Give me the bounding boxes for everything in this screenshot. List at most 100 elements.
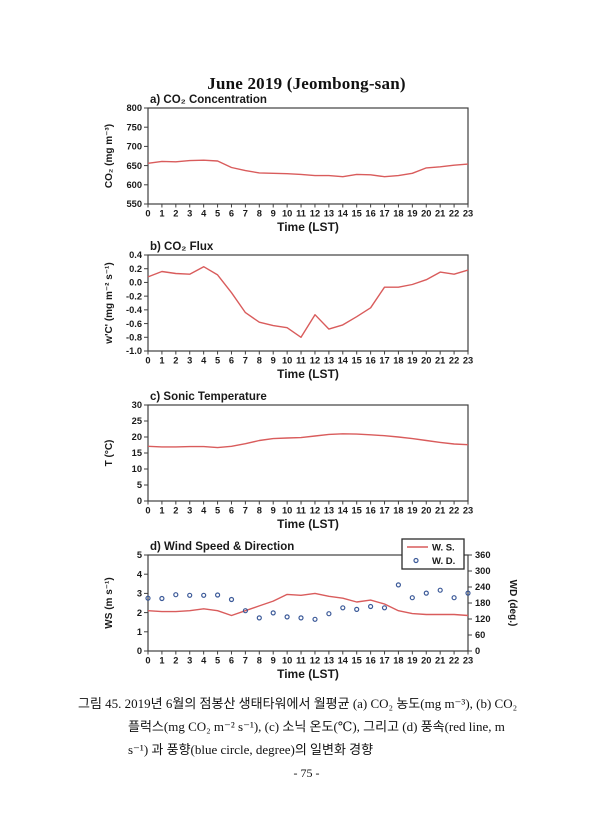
y-tick-label: -0.2 [126, 291, 142, 301]
x-tick-label: 1 [159, 506, 164, 516]
x-tick-label: 22 [449, 506, 459, 516]
y-tick-label: -0.8 [126, 332, 142, 342]
x-tick-label: 16 [365, 656, 375, 666]
caption-line: 플럭스(mg CO₂ m⁻² s⁻¹), (c) 소닉 온도(℃), 그리고 (… [128, 719, 505, 734]
x-tick-label: 7 [243, 656, 248, 666]
y-axis-label: WS (m s⁻¹) [104, 577, 115, 628]
x-tick-label: 2 [173, 656, 178, 666]
x-tick-label: 12 [310, 209, 320, 219]
x-tick-label: 19 [407, 209, 417, 219]
x-tick-label: 9 [271, 506, 276, 516]
figure-caption: 그림 45. 2019년 6월의 점봉산 생태타워에서 월평균 (a) CO₂ … [78, 692, 544, 761]
x-tick-label: 17 [379, 656, 389, 666]
x-tick-label: 19 [407, 356, 417, 366]
x-tick-label: 6 [229, 506, 234, 516]
right-y-tick-label: 180 [475, 598, 491, 608]
x-tick-label: 23 [463, 356, 473, 366]
right-y-axis-label: WD (deg.) [507, 580, 518, 627]
scatter-marker [312, 616, 318, 622]
x-tick-label: 22 [449, 356, 459, 366]
scatter-marker [284, 614, 290, 620]
x-tick-label: 0 [145, 506, 150, 516]
x-tick-label: 13 [324, 209, 334, 219]
x-tick-label: 3 [187, 356, 192, 366]
x-tick-label: 11 [296, 656, 306, 666]
x-tick-label: 22 [449, 209, 459, 219]
scatter-marker [256, 615, 262, 621]
y-tick-label: 10 [132, 464, 142, 474]
chart-label: b) CO₂ Flux [150, 241, 214, 253]
x-axis-label: Time (LST) [277, 667, 339, 681]
chart-co2-flux: b) CO₂ Flux -1.0 -0.8 -0.6 -0.4 -0.2 0.0 0.2 0.4… [104, 241, 473, 381]
y-axis-label: w'C' (mg m⁻² s⁻¹) [104, 262, 115, 344]
x-tick-label: 13 [324, 506, 334, 516]
y-tick-label: 2 [137, 608, 142, 618]
scatter-marker [270, 610, 276, 616]
y-tick-label: 1 [137, 627, 142, 637]
x-tick-label: 15 [352, 656, 362, 666]
x-tick-label: 0 [145, 656, 150, 666]
x-tick-label: 21 [435, 356, 445, 366]
x-tick-label: 20 [421, 506, 431, 516]
x-tick-label: 5 [215, 506, 220, 516]
x-tick-label: 16 [365, 506, 375, 516]
x-tick-label: 11 [296, 506, 306, 516]
x-tick-label: 8 [257, 356, 262, 366]
scatter-marker [354, 606, 360, 613]
x-tick-label: 18 [393, 356, 403, 366]
y-tick-label: 800 [126, 103, 142, 113]
scatter-marker [409, 595, 415, 601]
y-tick-label: 650 [126, 161, 142, 171]
x-tick-label: 19 [407, 506, 417, 516]
right-y-tick-label: 240 [475, 582, 491, 592]
y-tick-label: 0.0 [129, 278, 142, 288]
y-tick-label: 3 [137, 589, 142, 599]
plot-area [147, 254, 469, 352]
x-tick-label: 8 [257, 506, 262, 516]
y-tick-label: 0.2 [129, 264, 142, 274]
scatter-marker [465, 590, 471, 596]
x-tick-label: 23 [463, 506, 473, 516]
x-tick-label: 4 [201, 506, 207, 516]
right-y-tick-label: 60 [475, 630, 485, 640]
y-tick-label: 750 [126, 122, 142, 132]
x-tick-label: 2 [173, 506, 178, 516]
chart-label: c) Sonic Temperature [150, 391, 267, 403]
scatter-marker [368, 603, 374, 610]
line-series [147, 159, 469, 178]
x-tick-label: 10 [282, 656, 292, 666]
x-tick-label: 16 [365, 209, 375, 219]
y-tick-label: 0 [137, 496, 142, 506]
scatter-marker [340, 605, 346, 611]
x-tick-label: 5 [215, 209, 220, 219]
chart-label: d) Wind Speed & Direction [150, 541, 294, 553]
scatter-marker [298, 615, 304, 621]
caption-line: 그림 45. 2019년 6월의 점봉산 생태타워에서 월평균 (a) CO₂ … [78, 696, 518, 711]
y-tick-label: 550 [126, 199, 142, 209]
legend-label: W. S. [432, 543, 455, 554]
y-tick-label: 15 [132, 448, 142, 458]
x-axis-label: Time (LST) [277, 517, 339, 531]
x-tick-label: 2 [173, 209, 178, 219]
scatter-marker [423, 590, 429, 596]
y-tick-label: 20 [132, 432, 142, 442]
x-tick-label: 17 [379, 356, 389, 366]
x-tick-label: 12 [310, 506, 320, 516]
plot-area [147, 554, 469, 652]
x-tick-label: 6 [229, 356, 234, 366]
x-tick-label: 21 [435, 506, 445, 516]
x-axis-label: Time (LST) [277, 220, 339, 234]
scatter-marker [187, 592, 193, 598]
x-tick-label: 8 [257, 209, 262, 219]
x-tick-label: 7 [243, 209, 248, 219]
x-tick-label: 14 [338, 506, 349, 516]
x-tick-label: 6 [229, 656, 234, 666]
y-tick-label: 600 [126, 180, 142, 190]
x-tick-label: 1 [159, 356, 164, 366]
x-tick-label: 7 [243, 356, 248, 366]
legend-label: W. D. [432, 556, 455, 567]
scatter-marker [228, 596, 235, 603]
x-tick-label: 18 [393, 506, 403, 516]
